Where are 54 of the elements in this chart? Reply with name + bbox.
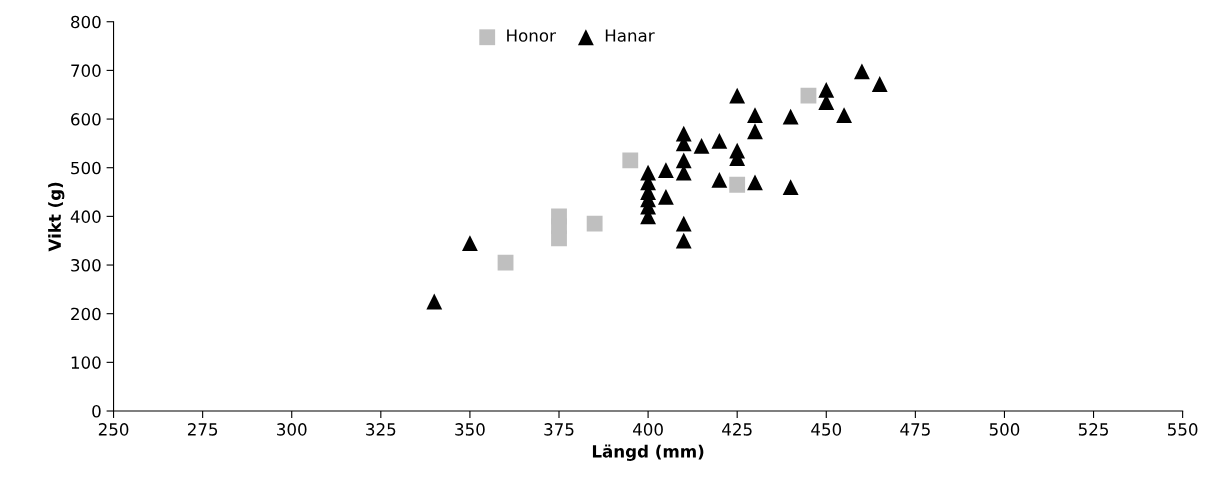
point — [818, 81, 835, 98]
x-tick-label: 275 — [187, 423, 218, 436]
x-tick-label: 475 — [900, 423, 930, 436]
y-tick-label: 600 — [71, 113, 101, 126]
point — [711, 171, 728, 188]
x-tick-label: 550 — [1168, 423, 1198, 436]
x-tick-label: 500 — [989, 423, 1020, 436]
y-axis-title: Vikt (g) — [48, 182, 65, 252]
x-tick-label: 425 — [722, 423, 752, 436]
point — [853, 63, 870, 80]
point — [675, 152, 692, 169]
point — [693, 137, 710, 154]
y-tick-label: 300 — [71, 258, 101, 272]
y-tick-label: 700 — [71, 64, 101, 77]
x-tick-label: 325 — [366, 423, 396, 436]
y-tick-label: 200 — [71, 307, 101, 321]
point — [711, 133, 728, 149]
point — [675, 232, 692, 249]
x-tick-label: 400 — [633, 423, 663, 436]
point — [461, 235, 478, 252]
point — [747, 123, 763, 140]
point — [586, 215, 603, 232]
y-tick-label: 800 — [71, 15, 101, 29]
y-tick-label: 400 — [70, 210, 101, 223]
point — [747, 174, 763, 191]
legend-label: Honor — [507, 29, 556, 42]
y-tick-label: 0 — [92, 404, 101, 418]
x-axis-title: Längd (mm) — [592, 444, 704, 461]
x-tick-label: 250 — [98, 423, 129, 436]
x-tick-label: 525 — [1078, 423, 1108, 436]
x-tick-label: 450 — [811, 423, 842, 436]
point — [426, 293, 443, 310]
point — [800, 87, 817, 104]
point — [729, 142, 746, 159]
point — [836, 107, 853, 124]
point — [622, 152, 639, 169]
point — [657, 162, 674, 179]
point — [782, 108, 799, 125]
point — [729, 87, 746, 104]
y-tick-label: 500 — [71, 161, 101, 175]
y-tick-label: 100 — [71, 356, 101, 369]
point — [871, 76, 888, 92]
x-tick-label: 375 — [544, 423, 574, 436]
x-tick-label: 350 — [455, 423, 485, 436]
legend-label: Hanar — [605, 29, 655, 42]
point — [782, 179, 799, 196]
point — [729, 176, 746, 193]
point — [657, 188, 674, 205]
x-tick-label: 300 — [277, 423, 307, 436]
point — [497, 254, 514, 271]
point — [640, 164, 657, 181]
point — [675, 215, 692, 232]
point — [675, 125, 692, 142]
point — [747, 107, 763, 124]
